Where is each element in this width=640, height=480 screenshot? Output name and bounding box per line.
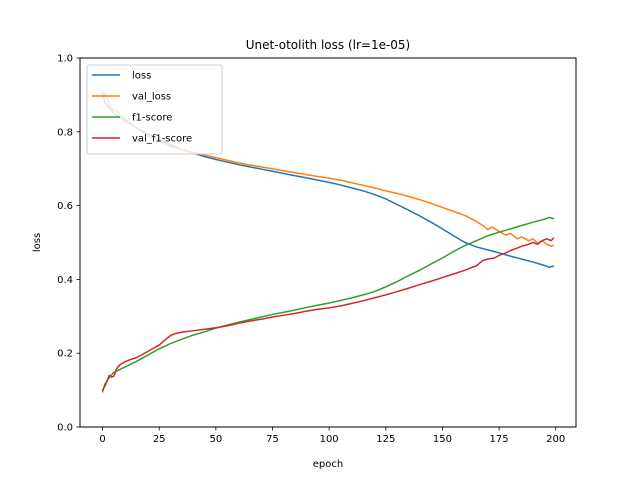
x-tick-label: 100 <box>320 434 339 445</box>
legend-label-f1-score: f1-score <box>132 113 172 124</box>
series-line-f1-score <box>101 216 555 393</box>
x-tick-label: 150 <box>433 434 452 445</box>
y-tick-label: 0.6 <box>57 201 73 212</box>
legend: loss val_loss f1-score val_f1-score <box>86 64 223 155</box>
y-tick-label: 0.2 <box>57 349 73 360</box>
x-tick-label: 125 <box>376 434 395 445</box>
legend-label-val_f1-score: val_f1-score <box>132 134 192 145</box>
x-tick-label: 200 <box>546 434 565 445</box>
x-tick-label: 0 <box>99 434 105 445</box>
y-axis: 0.0 0.2 0.4 0.6 0.8 1.0 <box>57 54 80 434</box>
legend-label-loss: loss <box>132 71 151 82</box>
legend-label-val_loss: val_loss <box>132 92 171 103</box>
x-tick-label: 25 <box>153 434 166 445</box>
x-axis-label: epoch <box>313 459 343 470</box>
y-axis-label: loss <box>32 233 43 252</box>
x-tick-label: 50 <box>209 434 222 445</box>
x-axis: 0 25 50 75 100 125 150 175 200 <box>99 427 565 445</box>
x-tick-label: 175 <box>490 434 509 445</box>
y-tick-label: 0.0 <box>57 423 73 434</box>
series-line-val_f1-score <box>101 237 555 391</box>
x-tick-label: 75 <box>266 434 279 445</box>
axes-frame <box>79 57 577 428</box>
y-tick-label: 1.0 <box>57 54 73 65</box>
y-tick-label: 0.4 <box>57 275 73 286</box>
legend-box <box>86 64 223 155</box>
y-tick-label: 0.8 <box>57 127 73 138</box>
chart-title: Unet-otolith loss (lr=1e-05) <box>246 38 411 52</box>
